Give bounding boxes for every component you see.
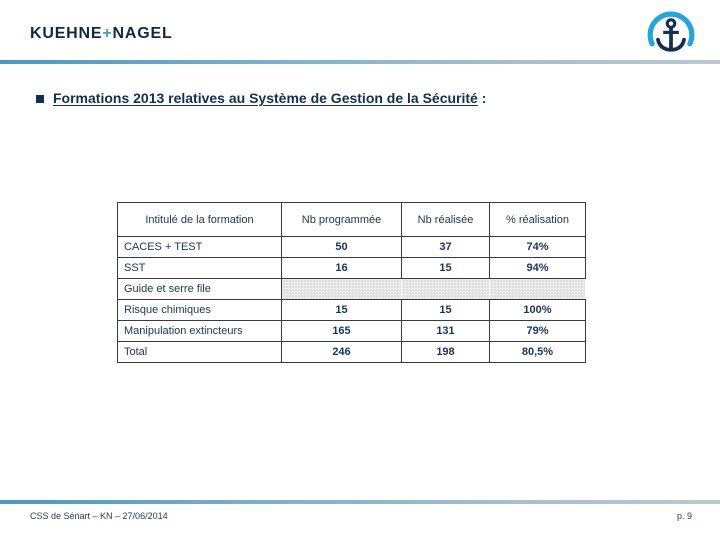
table-header-row: Intitulé de la formation Nb programmée N… bbox=[117, 202, 586, 237]
col-header-intitule: Intitulé de la formation bbox=[117, 202, 282, 237]
cell-realisee: 15 bbox=[401, 299, 490, 321]
cell-realisation: 80,5% bbox=[489, 341, 586, 363]
cell-programmee: 246 bbox=[281, 341, 402, 363]
cell-realisee: 131 bbox=[401, 320, 490, 342]
table-row: CACES + TEST 50 37 74% bbox=[117, 236, 586, 258]
cell-realisation: 94% bbox=[489, 257, 586, 279]
cell-programmee bbox=[281, 278, 402, 300]
table-row: Risque chimiques 15 15 100% bbox=[117, 299, 586, 321]
footer-reference: CSS de Sénart – KN – 27/06/2014 bbox=[30, 511, 168, 521]
table-row: SST 16 15 94% bbox=[117, 257, 586, 279]
cell-realisation bbox=[489, 278, 586, 300]
logo-part1: KUEHNE bbox=[30, 25, 103, 42]
cell-realisation: 74% bbox=[489, 236, 586, 258]
cell-realisee bbox=[401, 278, 490, 300]
table-row-shaded: Guide et serre file bbox=[117, 278, 586, 300]
table-row-total: Total 246 198 80,5% bbox=[117, 341, 586, 363]
cell-programmee: 15 bbox=[281, 299, 402, 321]
row-label: Total bbox=[117, 341, 282, 363]
cell-realisee: 198 bbox=[401, 341, 490, 363]
cell-realisee: 15 bbox=[401, 257, 490, 279]
page-title: Formations 2013 relatives au Système de … bbox=[36, 90, 486, 106]
square-bullet-icon bbox=[36, 94, 44, 103]
page-title-suffix: : bbox=[477, 90, 487, 106]
anchor-icon bbox=[647, 11, 695, 52]
logo-plus: + bbox=[102, 25, 113, 42]
cell-realisation: 100% bbox=[489, 299, 586, 321]
table-row: Manipulation extincteurs 165 131 79% bbox=[117, 320, 586, 342]
anchor-emblem-icon bbox=[646, 10, 696, 60]
cell-programmee: 16 bbox=[281, 257, 402, 279]
row-label: SST bbox=[117, 257, 282, 279]
cell-realisee: 37 bbox=[401, 236, 490, 258]
cell-programmee: 50 bbox=[281, 236, 402, 258]
col-header-realisee: Nb réalisée bbox=[401, 202, 490, 237]
kuehne-nagel-logo: KUEHNE+NAGEL bbox=[30, 25, 173, 43]
col-header-realisation: % réalisation bbox=[489, 202, 586, 237]
cell-programmee: 165 bbox=[281, 320, 402, 342]
row-label: CACES + TEST bbox=[117, 236, 282, 258]
cell-realisation: 79% bbox=[489, 320, 586, 342]
logo-part2: NAGEL bbox=[112, 25, 173, 42]
formations-table: Intitulé de la formation Nb programmée N… bbox=[117, 202, 586, 363]
footer-divider bbox=[0, 500, 720, 504]
row-label: Risque chimiques bbox=[117, 299, 282, 321]
col-header-programmee: Nb programmée bbox=[281, 202, 402, 237]
row-label: Manipulation extincteurs bbox=[117, 320, 282, 342]
page-title-text: Formations 2013 relatives au Système de … bbox=[53, 90, 478, 106]
page-number: p. 9 bbox=[676, 511, 692, 521]
header-divider bbox=[0, 60, 720, 64]
row-label: Guide et serre file bbox=[117, 278, 282, 300]
